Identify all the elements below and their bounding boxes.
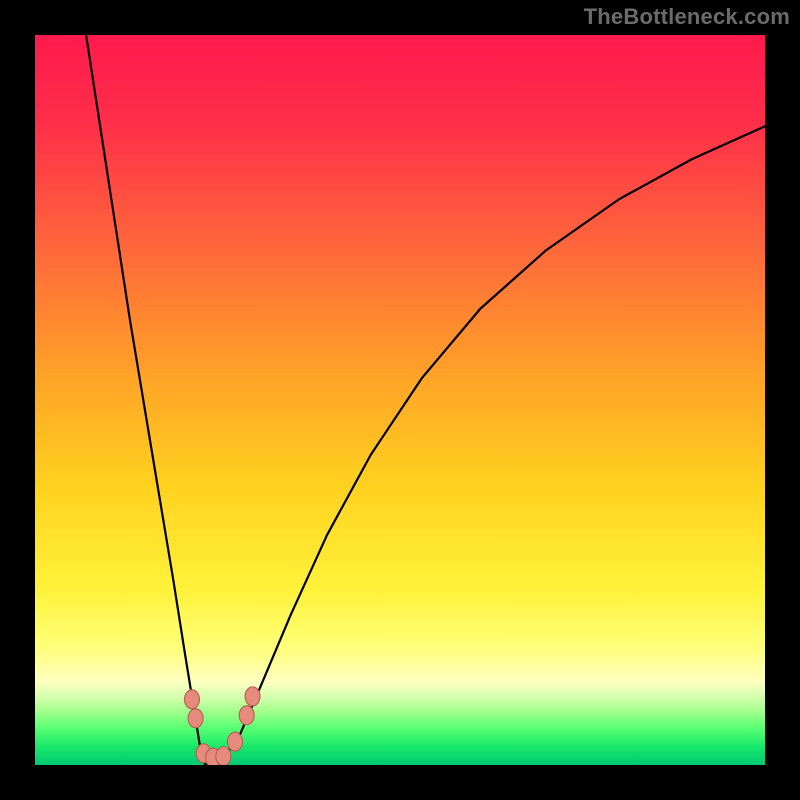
chart-container: TheBottleneck.com [0, 0, 800, 800]
data-marker [216, 747, 231, 765]
data-marker [228, 732, 243, 751]
curve-layer [35, 35, 765, 765]
data-marker [239, 706, 254, 725]
data-marker [188, 709, 203, 728]
plot-area [35, 35, 765, 765]
data-marker [245, 687, 260, 706]
watermark-text: TheBottleneck.com [584, 4, 790, 30]
data-marker [184, 690, 199, 709]
bottleneck-curve [86, 35, 765, 765]
data-markers [184, 687, 260, 765]
